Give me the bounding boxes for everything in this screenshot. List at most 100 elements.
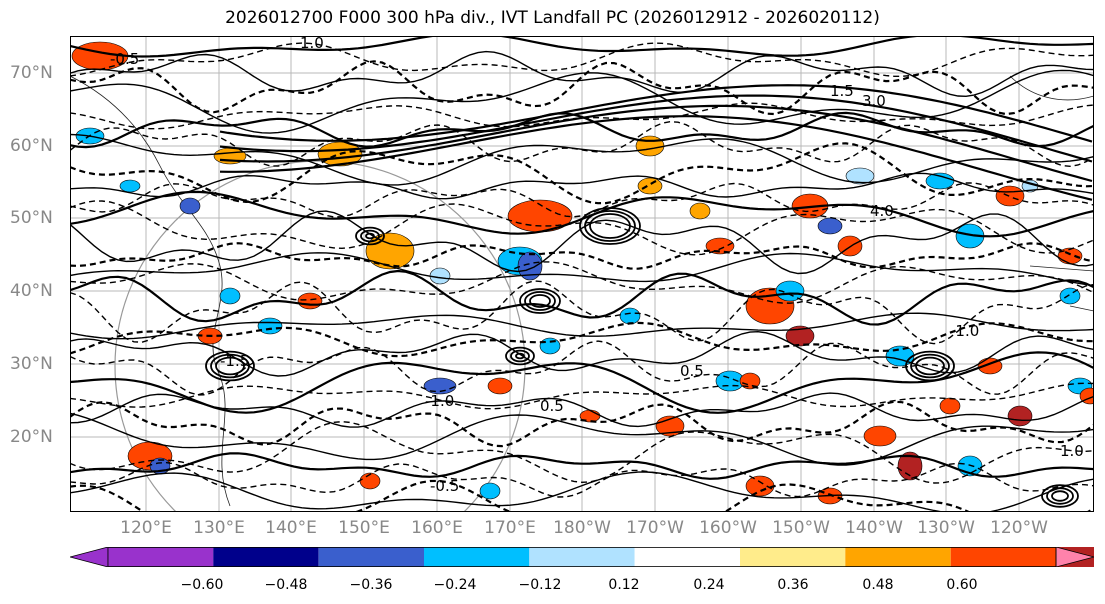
colorbar-segment [213, 547, 319, 567]
contour-label: 1.0 [1060, 442, 1084, 460]
contour-label: 3.0 [862, 92, 886, 110]
colorbar-segment [424, 547, 530, 567]
positive-contour [70, 210, 1094, 275]
closed-contour [579, 207, 641, 245]
longitude-label: 160°W [699, 518, 757, 538]
shaded-region [939, 397, 961, 415]
contour-label: -0.5 [110, 50, 139, 68]
positive-contour [70, 36, 1094, 58]
negative-contour [70, 321, 1094, 358]
shaded-region [517, 251, 543, 281]
colorbar-frame [107, 547, 1057, 567]
negative-contour [70, 461, 1094, 498]
closed-contour [1046, 487, 1074, 505]
contour-label: 1.0 [300, 36, 324, 52]
closed-contour [1051, 490, 1069, 502]
colorbar-extend-min [70, 547, 109, 567]
closed-contour [360, 229, 380, 243]
shaded-region [845, 167, 875, 185]
latitude-label: 60°N [10, 136, 53, 156]
negative-contour [70, 382, 1094, 410]
positive-contour [70, 50, 1094, 98]
map-canvas[interactable]: -0.5 1.0 1.5 0.5 -1.0 -1.5 3.0 4.0 -0.5 0.5 1.0 -1.… [70, 36, 1094, 512]
closed-contour [505, 346, 535, 366]
negative-contour [70, 261, 1094, 304]
closed-contour [910, 353, 950, 379]
colorbar-segment [634, 547, 740, 567]
colorbar-segment [529, 547, 635, 567]
shaded-region [1057, 247, 1083, 265]
map-title: 2026012700 F000 300 hPa div., IVT Landfa… [225, 8, 880, 28]
negative-contour [70, 400, 1094, 448]
longitude-label: 150°E [338, 518, 390, 538]
jet-contour [219, 115, 1093, 201]
contour-labels: -0.5 1.0 1.5 0.5 -1.0 -1.5 3.0 4.0 -0.5 0.5 1.0 -1.… [110, 36, 1084, 495]
latitude-label: 20°N [10, 427, 53, 447]
longitude-label: 180°W [553, 518, 611, 538]
shaded-region [689, 202, 711, 220]
longitude-label: 160°E [411, 518, 463, 538]
shaded-region [637, 177, 663, 195]
negative-contour [70, 242, 1094, 270]
latitude-label: 70°N [10, 63, 53, 83]
contour-label: 1.5 [830, 82, 854, 100]
colorbar-tick-label: 0.24 [693, 577, 725, 593]
closed-contour [915, 356, 945, 376]
positive-contour [70, 133, 1094, 186]
shaded-region [745, 475, 775, 497]
closed-contour [510, 349, 530, 363]
shaded-region [359, 472, 381, 490]
contour-label: -1.0 [425, 392, 454, 410]
contour-label: -1.5 [220, 352, 249, 370]
shaded-region [705, 237, 735, 255]
positive-contour [70, 392, 1094, 428]
shaded-region [817, 217, 843, 235]
jet-contour [219, 94, 1093, 163]
closed-contour [519, 288, 561, 314]
shaded-region [487, 377, 513, 395]
positive-contour [70, 69, 1094, 134]
colorbar-tick-label: −0.60 [180, 577, 224, 593]
shaded-region [785, 325, 815, 347]
longitude-label: 140°E [265, 518, 317, 538]
shaded-region [897, 451, 923, 481]
colorbar-segment [108, 547, 214, 567]
shaded-region [925, 172, 955, 190]
contour-label: 0.5 [540, 397, 564, 415]
shaded-region [479, 482, 501, 500]
shaded-region [775, 280, 805, 302]
negative-contour [70, 280, 1094, 345]
jet-contour [219, 84, 1093, 143]
shaded-region [995, 185, 1025, 207]
shaded-region [297, 292, 323, 310]
colorbar [70, 547, 1094, 567]
closed-contour [205, 350, 255, 382]
negative-contour [70, 60, 1094, 116]
latitude-label: 50°N [10, 208, 53, 228]
latitude-label: 40°N [10, 281, 53, 301]
shaded-region [219, 287, 241, 305]
shaded-region [179, 197, 201, 215]
coastlines [70, 75, 1094, 507]
map-panel[interactable]: -0.5 1.0 1.5 0.5 -1.0 -1.5 3.0 4.0 -0.5 0.5 1.0 -1.… [70, 36, 1094, 512]
shaded-region [119, 179, 141, 193]
longitude-label: 130°W [917, 518, 975, 538]
colorbar-tick-label: −0.48 [264, 577, 308, 593]
longitude-label: 120°E [120, 518, 172, 538]
closed-contour [1041, 484, 1079, 508]
colorbar-segment [318, 547, 424, 567]
latitude-label: 30°N [10, 354, 53, 374]
closed-contour [515, 352, 525, 360]
colorbar-tick-label: 0.60 [946, 577, 978, 593]
positive-contour [70, 471, 1094, 512]
shaded-region [619, 307, 641, 325]
closed-contour [365, 232, 375, 240]
closed-contour [584, 210, 636, 242]
negative-contour [70, 142, 1094, 205]
longitude-label: 150°W [772, 518, 830, 538]
colorbar-tick-label: 0.12 [608, 577, 640, 593]
longitude-label: 140°W [845, 518, 903, 538]
contour-label: -1.0 [950, 322, 979, 340]
reference-circle [114, 160, 526, 512]
colorbar-tick-label: 0.36 [777, 577, 809, 593]
